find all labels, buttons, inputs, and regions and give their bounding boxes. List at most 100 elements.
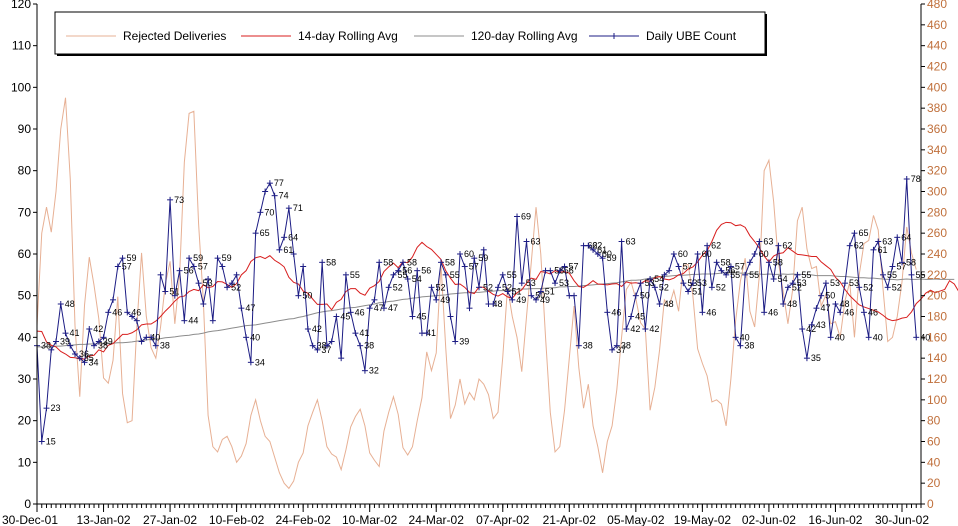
ube-point-label: 62: [854, 241, 864, 251]
ube-point: [442, 271, 449, 278]
ube-point-label: 62: [588, 241, 598, 251]
ube-point-label: 46: [112, 307, 122, 317]
ube-point-label: 50: [302, 291, 312, 301]
ube-point-label: 65: [858, 228, 868, 238]
ube-point: [822, 280, 829, 287]
ube-point: [323, 342, 330, 349]
ube-point-label: 71: [293, 203, 303, 213]
legend-label-ube: Daily UBE Count: [646, 29, 737, 43]
x-tick-label: 05-May-02: [607, 513, 665, 526]
ube-point-label: 38: [744, 341, 754, 351]
ube-point: [276, 246, 283, 253]
ube-point: [43, 405, 50, 412]
ube-point-label: 55: [887, 270, 897, 280]
ube-point: [95, 338, 102, 345]
ube-point: [737, 342, 744, 349]
ube-point-label: 55: [730, 270, 740, 280]
x-tick-label: 24-Feb-02: [275, 513, 331, 526]
ube-point: [732, 334, 739, 341]
ube-point: [371, 296, 378, 303]
ube-point: [176, 267, 183, 274]
ube-point-label: 40: [920, 332, 930, 342]
ube-point: [190, 263, 197, 270]
ube-point: [770, 276, 777, 282]
ube-point-label: 46: [706, 307, 716, 317]
ube-point: [224, 284, 231, 291]
ube-point: [575, 342, 582, 349]
ube-point-label: 57: [896, 262, 906, 272]
ube-point: [247, 359, 254, 366]
x-tick-label: 07-Apr-02: [476, 513, 530, 526]
y-left-tick-label: 70: [18, 205, 32, 219]
y-left-tick-label: 10: [18, 455, 32, 469]
ube-point-label: 61: [283, 245, 293, 255]
ube-point: [209, 317, 216, 324]
ube-point: [447, 313, 454, 320]
ube-point-label: 54: [778, 274, 788, 284]
ube-point: [628, 313, 635, 320]
ube-point: [171, 292, 178, 299]
ube-point: [262, 188, 269, 195]
ube-point-label: 64: [901, 232, 911, 242]
ube-point: [685, 288, 692, 295]
y-right-tick-label: 160: [927, 330, 947, 344]
y-left-tick-label: 30: [18, 372, 32, 386]
y-left-tick-label: 90: [18, 122, 32, 136]
ube-point-label: 63: [763, 237, 773, 247]
ube-point: [390, 271, 397, 278]
y-right-tick-label: 400: [927, 80, 947, 94]
x-tick-label: 19-May-02: [674, 513, 732, 526]
ube-point-label: 43: [816, 320, 826, 330]
ube-point-label: 40: [250, 332, 260, 342]
ube-point-label: 35: [84, 353, 94, 363]
ube-point-label: 53: [203, 278, 213, 288]
y-right-tick-label: 480: [927, 0, 947, 11]
ube-point: [228, 280, 235, 287]
ube-point: [452, 338, 459, 345]
ube-point-label: 74: [279, 191, 289, 201]
ube-point-label: 60: [759, 249, 769, 259]
ube-point: [357, 342, 364, 349]
ube-point: [537, 288, 544, 295]
ube-point-label: 38: [41, 341, 51, 351]
ube-point-label: 46: [131, 307, 141, 317]
y-right-tick-label: 20: [927, 476, 941, 490]
ube-point: [304, 326, 311, 332]
ube-point: [76, 355, 83, 362]
ube-point: [585, 242, 592, 249]
ube-point: [309, 342, 316, 349]
ube-point-label: 52: [393, 282, 403, 292]
y-right-tick-label: 280: [927, 205, 947, 219]
ube-point: [495, 284, 502, 291]
ube-point: [723, 271, 730, 278]
ube-point: [200, 301, 207, 307]
ube-point-label: 58: [326, 257, 336, 267]
ube-point-label: 55: [350, 270, 360, 280]
series-line-14-day-rolling-avg: [36, 221, 958, 360]
y-left-tick-label: 110: [12, 39, 31, 53]
ube-point: [91, 342, 98, 349]
ube-point: [48, 346, 55, 353]
ube-point: [827, 334, 834, 341]
ube-point: [637, 280, 644, 287]
x-tick-label: 30-Jun-02: [875, 513, 929, 526]
ube-point: [266, 180, 273, 187]
ube-point-label: 59: [193, 253, 203, 263]
ube-point: [352, 330, 359, 337]
ube-point: [656, 301, 663, 307]
ube-point: [437, 259, 444, 266]
ube-point-label: 34: [89, 357, 99, 367]
ube-point: [571, 292, 578, 299]
ube-point-label: 53: [797, 278, 807, 288]
ube-point-label: 52: [659, 282, 669, 292]
series-line-daily-ube-count: [36, 178, 917, 442]
ube-point-label: 49: [440, 295, 450, 305]
ube-point-label: 45: [416, 312, 426, 322]
ube-point-label: 40: [873, 332, 883, 342]
ube-point: [727, 263, 734, 270]
ube-point-label: 46: [868, 307, 878, 317]
ube-point: [366, 305, 373, 312]
legend-label-rolling120: 120-day Rolling Avg: [471, 29, 578, 43]
ube-point: [290, 251, 297, 257]
ube-point-label: 53: [526, 278, 536, 288]
